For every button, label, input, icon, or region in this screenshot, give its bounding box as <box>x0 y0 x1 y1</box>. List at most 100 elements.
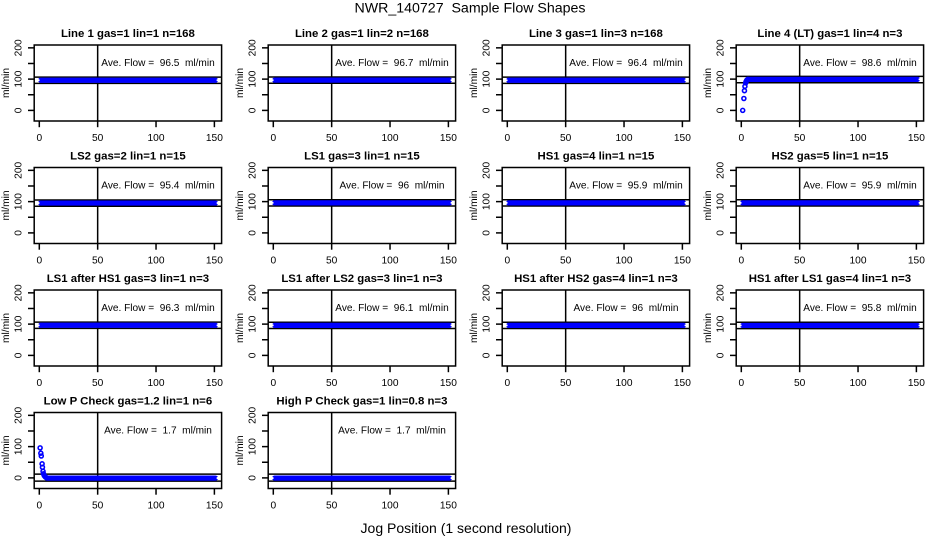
svg-text:0: 0 <box>481 107 492 113</box>
svg-text:0: 0 <box>13 107 24 113</box>
svg-text:100: 100 <box>13 315 24 332</box>
svg-text:100: 100 <box>481 315 492 332</box>
svg-text:100: 100 <box>850 133 867 144</box>
svg-text:50: 50 <box>92 501 104 512</box>
svg-text:200: 200 <box>715 162 726 179</box>
svg-text:100: 100 <box>247 315 258 332</box>
svg-text:LS2 gas=2 lin=1 n=15: LS2 gas=2 lin=1 n=15 <box>70 150 186 162</box>
svg-text:50: 50 <box>92 256 104 267</box>
svg-text:100: 100 <box>13 193 24 210</box>
svg-text:ml/min: ml/min <box>703 313 714 343</box>
svg-text:ml/min: ml/min <box>1 68 12 98</box>
svg-text:Ave. Flow = 96.7 ml/min: Ave. Flow = 96.7 ml/min <box>335 58 448 69</box>
svg-text:200: 200 <box>481 162 492 179</box>
svg-text:Ave. Flow = 96.3 ml/min: Ave. Flow = 96.3 ml/min <box>101 303 214 314</box>
svg-text:150: 150 <box>908 133 925 144</box>
svg-text:0: 0 <box>36 256 42 267</box>
svg-text:ml/min: ml/min <box>703 191 714 221</box>
svg-text:100: 100 <box>715 193 726 210</box>
svg-text:50: 50 <box>92 378 104 389</box>
svg-text:Line 3 gas=1 lin=3 n=168: Line 3 gas=1 lin=3 n=168 <box>529 28 663 40</box>
svg-text:HS2 gas=5 lin=1 n=15: HS2 gas=5 lin=1 n=15 <box>771 150 888 162</box>
svg-text:0: 0 <box>504 378 510 389</box>
svg-text:50: 50 <box>794 133 806 144</box>
svg-text:150: 150 <box>440 133 457 144</box>
svg-text:150: 150 <box>674 256 691 267</box>
svg-text:50: 50 <box>92 133 104 144</box>
svg-text:ml/min: ml/min <box>703 68 714 98</box>
svg-text:50: 50 <box>794 378 806 389</box>
svg-text:50: 50 <box>326 501 338 512</box>
svg-text:200: 200 <box>247 162 258 179</box>
svg-text:LS1 after LS2 gas=3 lin=1 n=3: LS1 after LS2 gas=3 lin=1 n=3 <box>281 273 442 285</box>
svg-text:Ave. Flow = 98.6 ml/min: Ave. Flow = 98.6 ml/min <box>803 58 916 69</box>
svg-text:200: 200 <box>481 39 492 56</box>
svg-text:100: 100 <box>850 378 867 389</box>
svg-text:100: 100 <box>247 70 258 87</box>
svg-text:100: 100 <box>616 133 633 144</box>
svg-text:100: 100 <box>148 133 165 144</box>
svg-text:ml/min: ml/min <box>469 313 480 343</box>
svg-text:ml/min: ml/min <box>235 436 246 466</box>
svg-text:200: 200 <box>247 39 258 56</box>
svg-text:0: 0 <box>738 256 744 267</box>
svg-text:0: 0 <box>738 133 744 144</box>
svg-text:100: 100 <box>481 193 492 210</box>
svg-text:0: 0 <box>13 352 24 358</box>
svg-text:Ave. Flow = 95.4 ml/min: Ave. Flow = 95.4 ml/min <box>101 181 214 192</box>
svg-text:Ave. Flow = 96.4 ml/min: Ave. Flow = 96.4 ml/min <box>569 58 682 69</box>
svg-text:LS1 gas=3 lin=1 n=15: LS1 gas=3 lin=1 n=15 <box>304 150 420 162</box>
svg-text:0: 0 <box>504 133 510 144</box>
svg-text:50: 50 <box>560 256 572 267</box>
svg-text:Low P Check gas=1.2 lin=1 n=6: Low P Check gas=1.2 lin=1 n=6 <box>44 395 213 407</box>
svg-text:Line 4 (LT) gas=1 lin=4 n=3: Line 4 (LT) gas=1 lin=4 n=3 <box>757 28 902 40</box>
svg-text:ml/min: ml/min <box>235 68 246 98</box>
svg-text:LS1 after HS1 gas=3 lin=1 n=3: LS1 after HS1 gas=3 lin=1 n=3 <box>47 273 209 285</box>
svg-text:0: 0 <box>481 352 492 358</box>
svg-text:0: 0 <box>247 352 258 358</box>
svg-text:ml/min: ml/min <box>235 313 246 343</box>
svg-text:ml/min: ml/min <box>235 191 246 221</box>
svg-text:0: 0 <box>481 230 492 236</box>
svg-text:100: 100 <box>715 315 726 332</box>
svg-text:ml/min: ml/min <box>1 436 12 466</box>
svg-text:150: 150 <box>908 378 925 389</box>
svg-text:0: 0 <box>36 378 42 389</box>
svg-text:100: 100 <box>616 256 633 267</box>
svg-text:Ave. Flow = 96 ml/min: Ave. Flow = 96 ml/min <box>574 303 679 314</box>
svg-text:ml/min: ml/min <box>469 191 480 221</box>
svg-text:0: 0 <box>270 501 276 512</box>
svg-text:150: 150 <box>206 378 223 389</box>
svg-text:100: 100 <box>481 70 492 87</box>
svg-text:150: 150 <box>440 378 457 389</box>
svg-text:150: 150 <box>206 256 223 267</box>
svg-text:0: 0 <box>13 230 24 236</box>
svg-text:ml/min: ml/min <box>1 191 12 221</box>
svg-text:200: 200 <box>247 284 258 301</box>
svg-text:150: 150 <box>206 133 223 144</box>
svg-text:0: 0 <box>247 107 258 113</box>
svg-text:Jog Position (1 second resolut: Jog Position (1 second resolution) <box>361 520 572 536</box>
svg-text:100: 100 <box>247 193 258 210</box>
svg-text:100: 100 <box>13 70 24 87</box>
svg-text:200: 200 <box>715 284 726 301</box>
svg-text:100: 100 <box>382 501 399 512</box>
svg-text:100: 100 <box>850 256 867 267</box>
svg-text:0: 0 <box>738 378 744 389</box>
svg-text:0: 0 <box>270 133 276 144</box>
svg-text:50: 50 <box>326 378 338 389</box>
svg-text:High P Check gas=1 lin=0.8 n=3: High P Check gas=1 lin=0.8 n=3 <box>276 395 447 407</box>
svg-text:HS1 gas=4 lin=1 n=15: HS1 gas=4 lin=1 n=15 <box>537 150 654 162</box>
svg-text:50: 50 <box>326 256 338 267</box>
svg-text:Ave. Flow = 95.9 ml/min: Ave. Flow = 95.9 ml/min <box>569 181 682 192</box>
svg-text:100: 100 <box>247 438 258 455</box>
svg-text:0: 0 <box>36 501 42 512</box>
svg-text:100: 100 <box>13 438 24 455</box>
svg-text:Ave. Flow = 95.8 ml/min: Ave. Flow = 95.8 ml/min <box>803 303 916 314</box>
svg-text:Ave. Flow = 1.7 ml/min: Ave. Flow = 1.7 ml/min <box>338 426 446 437</box>
svg-text:150: 150 <box>908 256 925 267</box>
svg-text:100: 100 <box>382 133 399 144</box>
svg-text:200: 200 <box>481 284 492 301</box>
svg-text:100: 100 <box>382 378 399 389</box>
svg-text:200: 200 <box>13 162 24 179</box>
